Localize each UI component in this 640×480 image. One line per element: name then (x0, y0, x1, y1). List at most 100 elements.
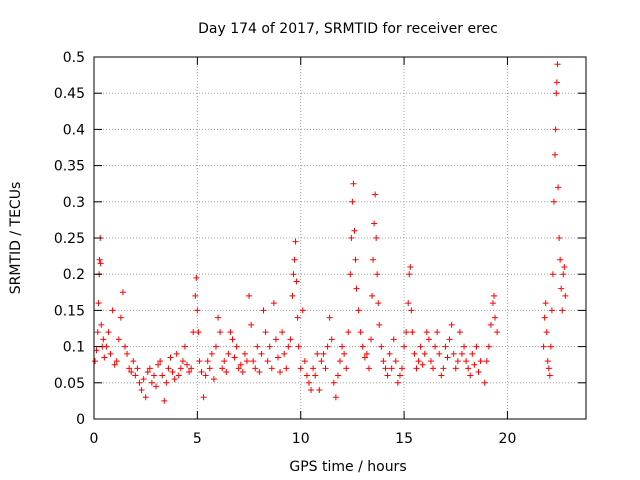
y-tick-label: 0.1 (63, 340, 85, 356)
data-point (355, 307, 362, 314)
data-point (427, 358, 434, 365)
data-point (235, 365, 242, 372)
data-point (227, 329, 234, 336)
data-point (399, 365, 406, 372)
data-point (555, 184, 562, 191)
data-point (557, 256, 564, 263)
data-point (378, 343, 385, 350)
data-point (396, 372, 403, 379)
data-point (546, 372, 553, 379)
data-point (219, 365, 226, 372)
data-point (392, 358, 399, 365)
data-point (231, 354, 238, 361)
data-point (246, 292, 253, 299)
data-point (413, 365, 420, 372)
data-point (291, 256, 298, 263)
data-point (289, 292, 296, 299)
data-point (184, 361, 191, 368)
data-point (405, 300, 412, 307)
data-point (450, 350, 457, 357)
data-point (322, 365, 329, 372)
y-tick-label: 0.25 (54, 231, 85, 247)
data-point (233, 343, 240, 350)
data-point (334, 372, 341, 379)
data-point (444, 354, 451, 361)
data-point (221, 358, 228, 365)
data-point (403, 329, 410, 336)
data-point (287, 336, 294, 343)
data-point (545, 365, 552, 372)
data-point (465, 365, 472, 372)
data-point (305, 379, 312, 386)
data-point (206, 365, 213, 372)
data-point (210, 376, 217, 383)
data-point (359, 343, 366, 350)
data-point (190, 329, 197, 336)
data-point (94, 329, 101, 336)
data-point (390, 336, 397, 343)
data-point (177, 365, 184, 372)
data-point (547, 343, 554, 350)
data-point (560, 271, 567, 278)
data-point (483, 358, 490, 365)
data-point (100, 336, 107, 343)
data-point (157, 358, 164, 365)
data-point (374, 271, 381, 278)
data-point (186, 368, 193, 375)
data-point (454, 358, 461, 365)
data-point (272, 336, 279, 343)
data-point (299, 307, 306, 314)
data-point (260, 307, 267, 314)
data-point (419, 361, 426, 368)
data-point (262, 329, 269, 336)
data-point (103, 343, 110, 350)
data-point (208, 350, 215, 357)
x-tick-label: 10 (292, 431, 310, 447)
data-point (417, 343, 424, 350)
data-point (477, 358, 484, 365)
data-point (134, 365, 141, 372)
data-point (415, 358, 422, 365)
data-point (487, 321, 494, 328)
x-tick-label: 20 (499, 431, 517, 447)
data-point (295, 343, 302, 350)
data-point (105, 329, 112, 336)
data-point (204, 358, 211, 365)
data-point (111, 361, 118, 368)
data-point (292, 238, 299, 245)
data-point (293, 278, 300, 285)
data-point (229, 336, 236, 343)
data-point (148, 379, 155, 386)
data-point (352, 256, 359, 263)
data-point (212, 343, 219, 350)
y-tick-label: 0.2 (63, 267, 85, 283)
data-point (250, 358, 257, 365)
data-point (142, 394, 149, 401)
data-point (370, 256, 377, 263)
data-point (461, 343, 468, 350)
x-tick-label: 15 (395, 431, 413, 447)
data-point (281, 350, 288, 357)
data-point (179, 358, 186, 365)
data-point (553, 79, 560, 86)
data-point (556, 235, 563, 241)
data-point (173, 350, 180, 357)
data-point (115, 336, 122, 343)
data-point (369, 292, 376, 299)
y-tick-label: 0.3 (63, 195, 85, 211)
data-point (150, 372, 157, 379)
data-point (388, 365, 395, 372)
data-point (301, 358, 308, 365)
data-point (223, 368, 230, 375)
data-point (421, 350, 428, 357)
data-point (117, 314, 124, 321)
data-point (372, 191, 379, 198)
data-point (266, 343, 273, 350)
data-point (198, 368, 205, 375)
data-point (406, 271, 413, 278)
data-point (380, 358, 387, 365)
data-point (169, 368, 176, 375)
data-point (153, 383, 160, 390)
data-point (561, 263, 568, 270)
data-point (409, 329, 416, 336)
